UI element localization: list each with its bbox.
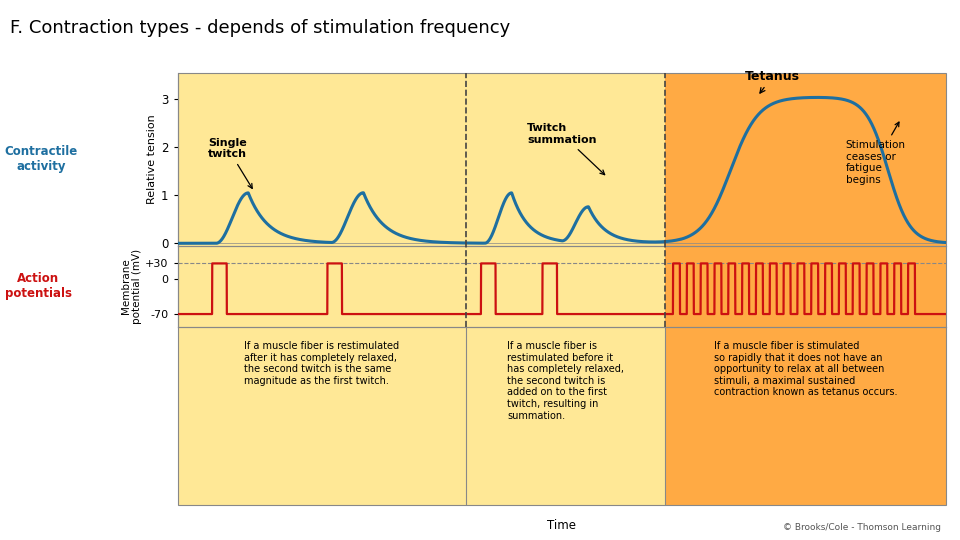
Text: If a muscle fiber is
restimulated before it
has completely relaxed,
the second t: If a muscle fiber is restimulated before… xyxy=(507,341,624,421)
Text: Time: Time xyxy=(547,519,576,532)
Text: Twitch
summation: Twitch summation xyxy=(527,123,605,174)
Text: © Brooks/Cole - Thomson Learning: © Brooks/Cole - Thomson Learning xyxy=(782,523,941,532)
Bar xyxy=(178,73,665,505)
Text: If a muscle fiber is stimulated
so rapidly that it does not have an
opportunity : If a muscle fiber is stimulated so rapid… xyxy=(713,341,898,397)
Text: If a muscle fiber is restimulated
after it has completely relaxed,
the second tw: If a muscle fiber is restimulated after … xyxy=(244,341,399,386)
Text: Action
potentials: Action potentials xyxy=(5,272,72,300)
Y-axis label: Relative tension: Relative tension xyxy=(147,114,156,204)
Text: Tetanus: Tetanus xyxy=(745,70,801,93)
Y-axis label: Membrane
potential (mV): Membrane potential (mV) xyxy=(121,248,142,324)
Text: Stimulation
ceases or
fatigue
begins: Stimulation ceases or fatigue begins xyxy=(846,122,906,185)
Text: F. Contraction types - depends of stimulation frequency: F. Contraction types - depends of stimul… xyxy=(10,19,510,37)
Bar xyxy=(665,73,946,505)
Text: Single
twitch: Single twitch xyxy=(208,138,252,188)
Text: Contractile
activity: Contractile activity xyxy=(5,145,78,173)
Bar xyxy=(178,73,946,505)
